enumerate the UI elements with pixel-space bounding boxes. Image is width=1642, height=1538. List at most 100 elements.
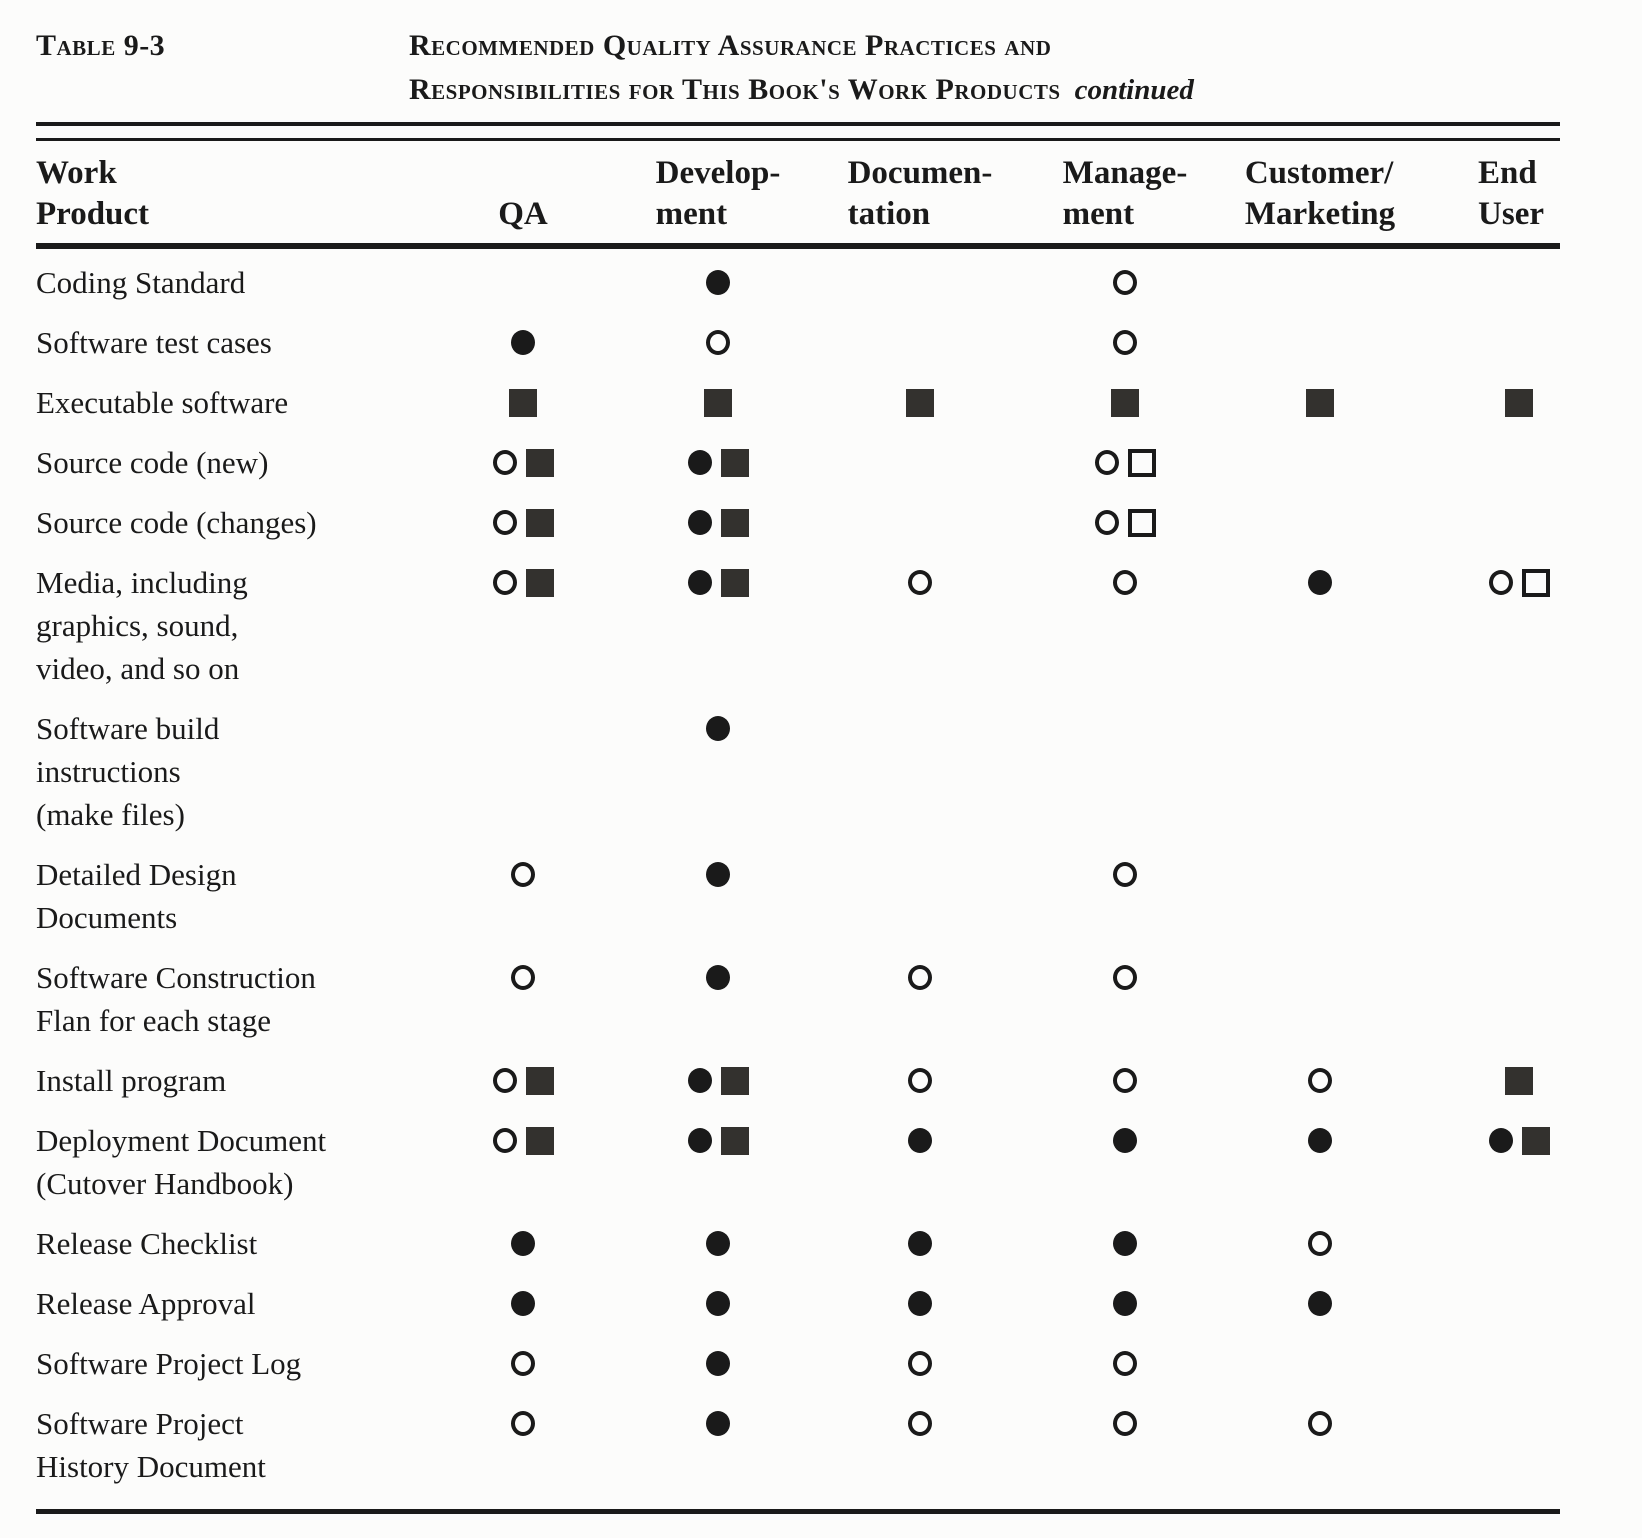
management-header-line1: Manage- (1062, 155, 1188, 191)
responsibility-cell-development (620, 1119, 816, 1162)
column-header-end-user: End User (1438, 153, 1584, 235)
filled-square-symbol (720, 508, 749, 537)
filled-circle-symbol (706, 1291, 730, 1316)
responsibility-cell-development (620, 1222, 816, 1265)
filled-square-symbol (1111, 388, 1139, 417)
filled-square-symbol (1521, 1126, 1550, 1155)
filled-circle-symbol (706, 965, 730, 990)
open-circle-symbol (908, 1351, 932, 1376)
continued-marker: continued (1074, 74, 1194, 106)
open-circle-symbol (908, 570, 932, 595)
filled-circle-symbol (687, 1068, 712, 1093)
responsibility-cell-development (620, 1059, 816, 1102)
open-circle-symbol (1308, 1411, 1332, 1436)
end-user-header-line2: User (1478, 196, 1544, 232)
responsibility-cell-customer-marketing (1226, 501, 1414, 544)
responsibility-cell-documentation (816, 321, 1024, 364)
responsibility-cell-management (1024, 1402, 1226, 1445)
bottom-rule (36, 1509, 1560, 1514)
filled-square-symbol (906, 388, 934, 417)
table-row: Source code (changes) (36, 501, 1560, 561)
responsibility-cell-end-user (1446, 501, 1592, 544)
responsibility-cell-documentation (816, 1222, 1024, 1265)
table-row: Deployment Document (Cutover Handbook) (36, 1119, 1560, 1222)
responsibility-cell-end-user (1446, 707, 1592, 750)
responsibility-cell-management (1024, 853, 1226, 896)
responsibility-cell-qa (426, 956, 620, 999)
table-number-label: Table 9-3 (36, 29, 166, 62)
responsibility-cell-documentation (816, 1119, 1024, 1162)
filled-circle-symbol (1113, 1231, 1137, 1256)
responsibility-cell-management (1024, 261, 1226, 304)
work-product-name: Executable software (36, 385, 289, 420)
qa-header-line2: QA (498, 196, 548, 232)
responsibility-cell-end-user (1446, 1222, 1592, 1265)
filled-square-symbol (720, 568, 749, 597)
work-product-name: Source code (new) (36, 445, 269, 480)
responsibility-cell-documentation (816, 853, 1024, 896)
filled-circle-symbol (687, 570, 712, 595)
responsibility-cell-development (620, 707, 816, 750)
responsibility-cell-customer-marketing (1226, 956, 1414, 999)
responsibility-cell-management (1024, 321, 1226, 364)
responsibility-cell-customer-marketing (1226, 441, 1414, 484)
open-circle-symbol (908, 1068, 932, 1093)
filled-square-symbol (1505, 388, 1533, 417)
filled-square-symbol (525, 568, 554, 597)
responsibility-cell-documentation (816, 707, 1024, 750)
work-product-name: Release Checklist (36, 1226, 258, 1261)
responsibility-cell-documentation (816, 956, 1024, 999)
filled-square-symbol (509, 388, 537, 417)
filled-circle-symbol (706, 270, 730, 295)
column-header-management: Manage- ment (1024, 153, 1226, 235)
filled-square-symbol (1505, 1066, 1533, 1095)
responsibility-cell-development (620, 321, 816, 364)
responsibility-cell-management (1024, 1119, 1226, 1162)
responsibility-cell-documentation (816, 381, 1024, 424)
filled-circle-symbol (1308, 1291, 1332, 1316)
responsibility-cell-end-user (1446, 1059, 1592, 1102)
open-circle-symbol (492, 510, 517, 535)
responsibility-cell-management (1024, 1222, 1226, 1265)
open-circle-symbol (1113, 965, 1137, 990)
documentation-header-line2: tation (847, 196, 931, 232)
open-square-symbol (1127, 508, 1156, 537)
responsibility-cell-customer-marketing (1226, 1059, 1414, 1102)
responsibility-cell-management (1024, 381, 1226, 424)
open-square-symbol (1127, 448, 1156, 477)
open-circle-symbol (511, 1411, 535, 1436)
responsibility-cell-end-user (1446, 1342, 1592, 1385)
work-product-name: Coding Standard (36, 265, 246, 300)
qa-header-line1 (498, 153, 548, 194)
work-product-name: Software Construction Flan for each stag… (36, 960, 316, 1038)
filled-circle-symbol (706, 716, 730, 741)
responsibility-cell-development (620, 956, 816, 999)
filled-square-symbol (525, 448, 554, 477)
responsibility-cell-documentation (816, 441, 1024, 484)
column-header-work-product: Work Product (36, 153, 426, 235)
responsibility-cell-management (1024, 1342, 1226, 1385)
customer-marketing-header-line1: Customer/ (1244, 155, 1394, 191)
responsibility-cell-end-user (1446, 261, 1592, 304)
responsibility-cell-documentation (816, 1059, 1024, 1102)
responsibility-cell-customer-marketing (1226, 561, 1414, 604)
filled-circle-symbol (706, 1411, 730, 1436)
customer-marketing-header-line2: Marketing (1244, 196, 1396, 232)
column-header-development: Develop- ment (620, 153, 816, 235)
responsibility-cell-qa (426, 441, 620, 484)
table-title-line2: Responsibilities for This Book's Work Pr… (409, 73, 1061, 106)
open-circle-symbol (492, 450, 517, 475)
work-product-name: Deployment Document (Cutover Handbook) (36, 1123, 327, 1201)
table-row: Detailed Design Documents (36, 853, 1560, 956)
table-row: Install program (36, 1059, 1560, 1119)
responsibility-cell-qa (426, 261, 620, 304)
end-user-header-line1: End (1478, 155, 1537, 191)
open-circle-symbol (1113, 1351, 1137, 1376)
filled-circle-symbol (1308, 1128, 1332, 1153)
filled-circle-symbol (1113, 1291, 1137, 1316)
filled-square-symbol (1306, 388, 1334, 417)
responsibility-cell-end-user (1446, 1282, 1592, 1325)
filled-circle-symbol (1113, 1128, 1137, 1153)
open-circle-symbol (1113, 862, 1137, 887)
work-product-name: Release Approval (36, 1286, 256, 1321)
